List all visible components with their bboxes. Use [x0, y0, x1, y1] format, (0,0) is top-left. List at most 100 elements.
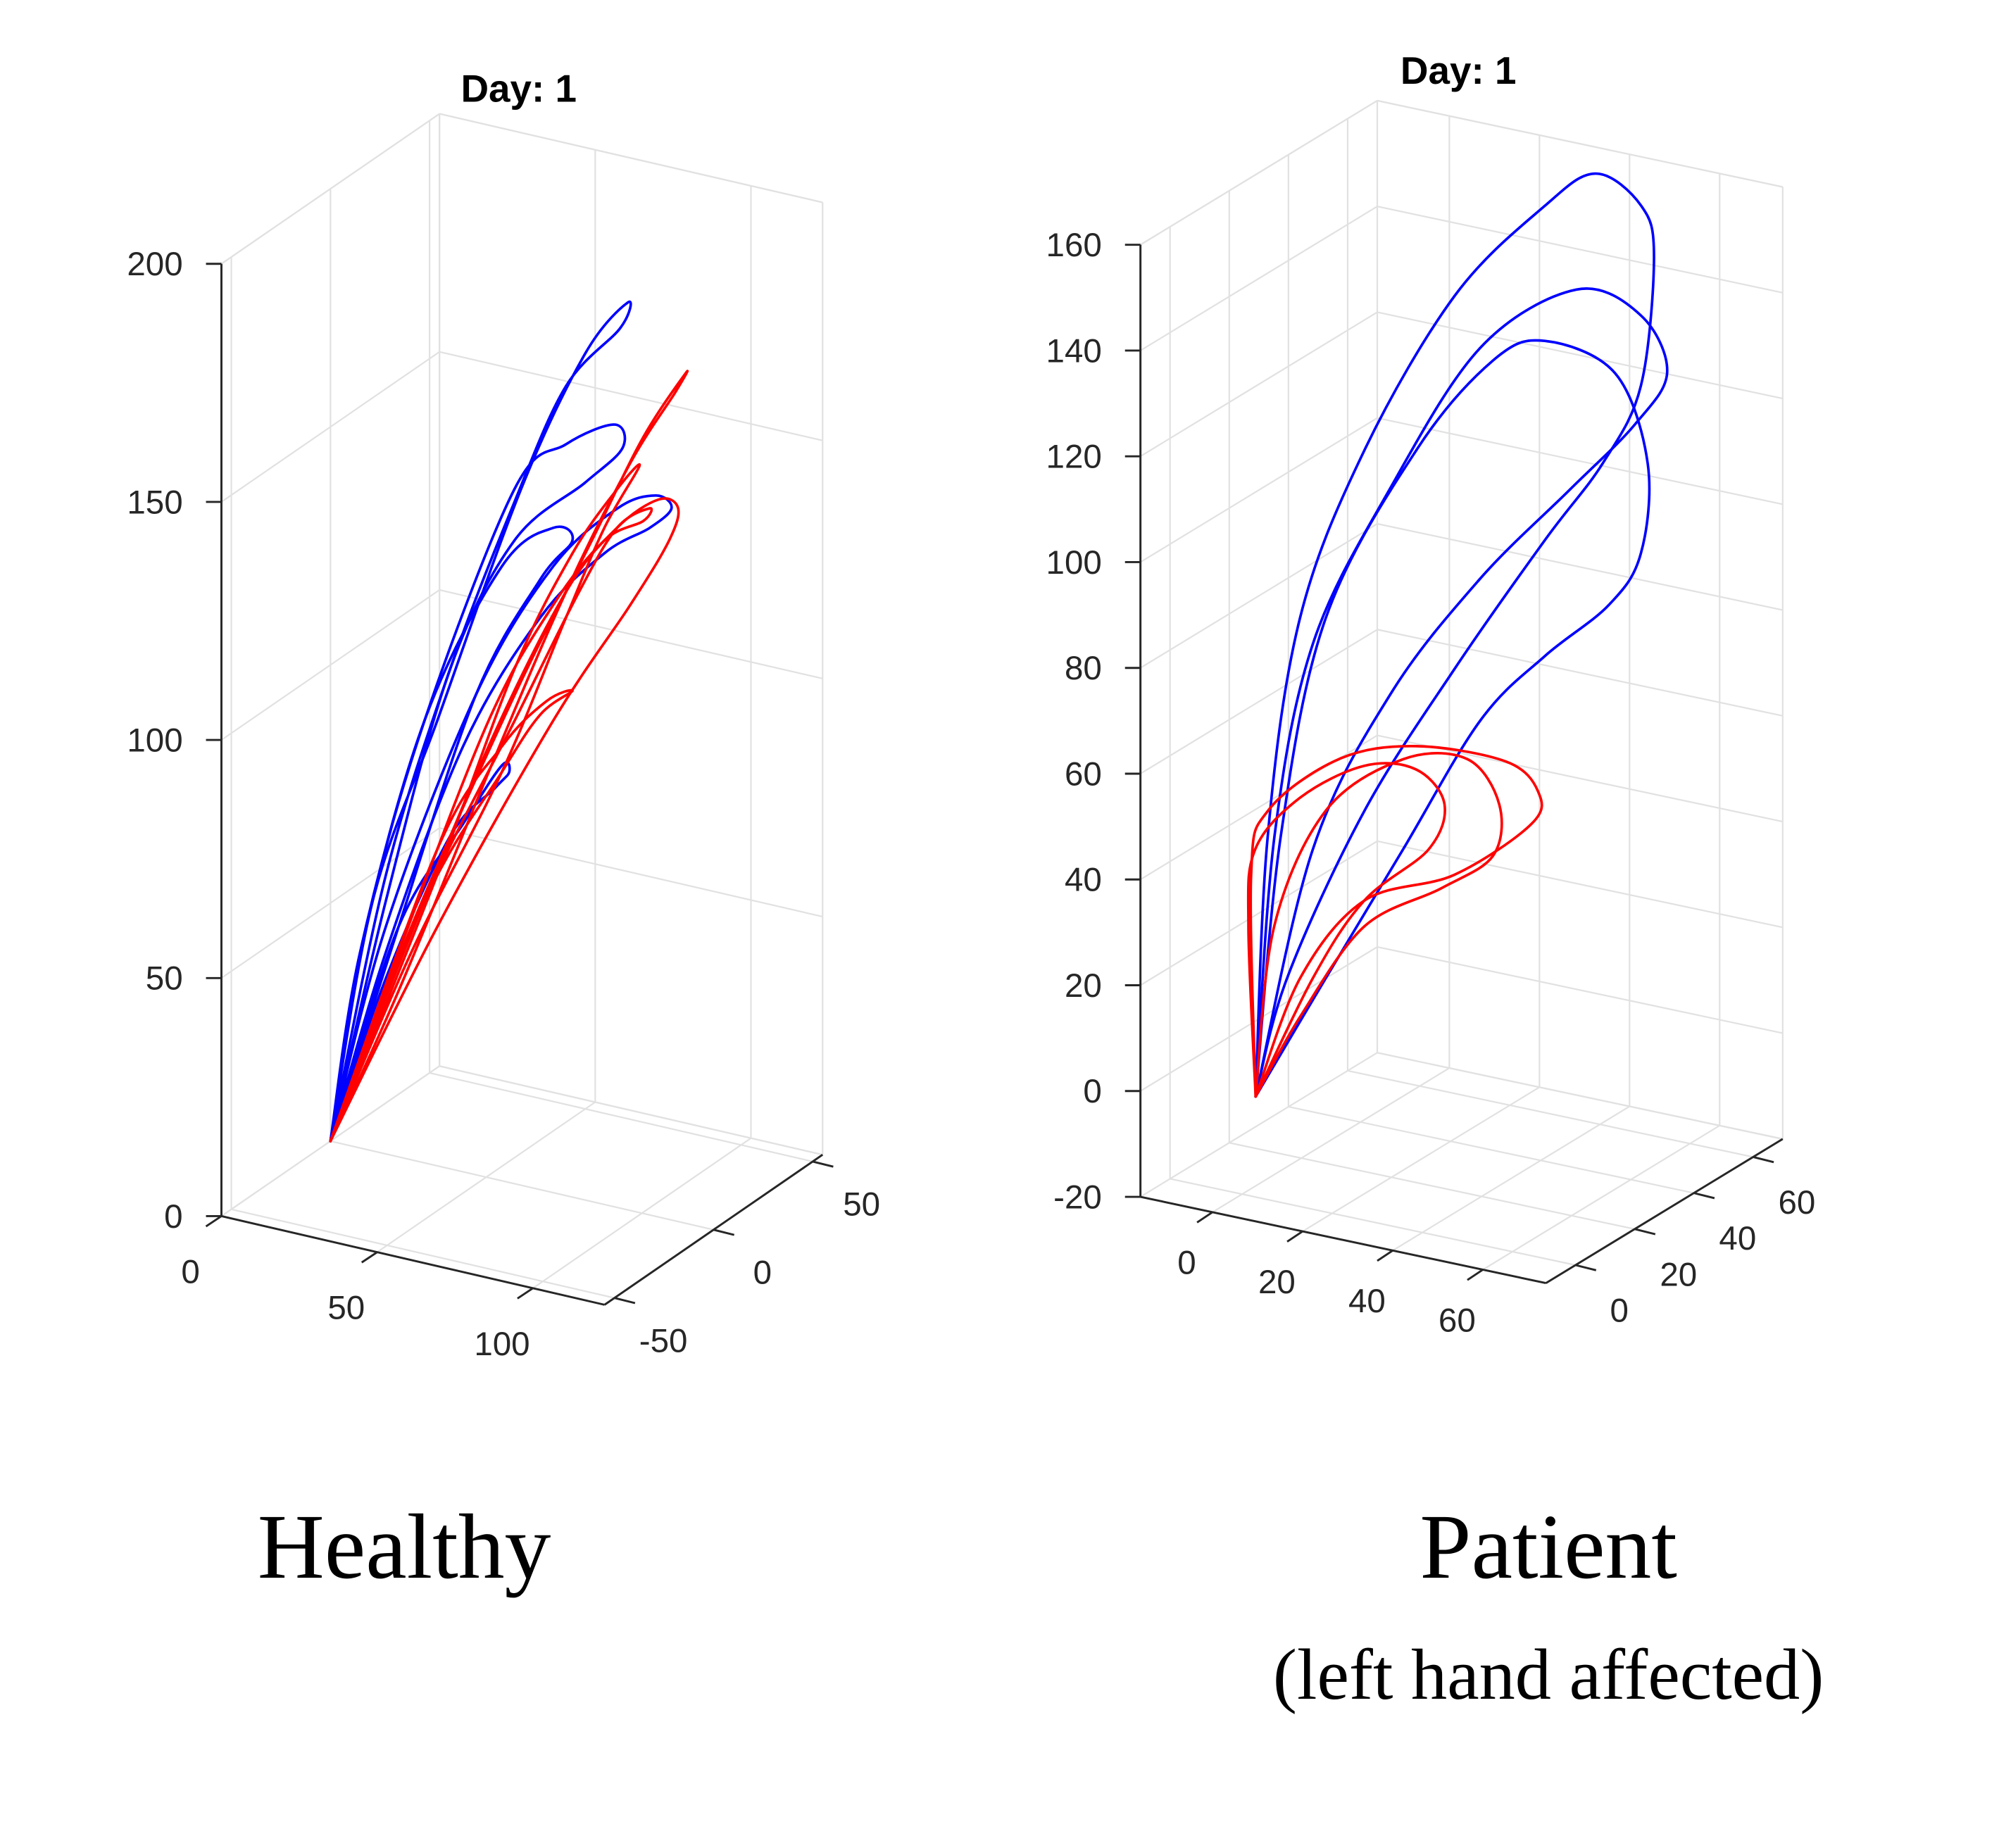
z-tick-label: 0	[1083, 1073, 1101, 1110]
y-tick-label: 0	[753, 1255, 772, 1292]
healthy-plot: Day: 1 0 50 100 150 200 0 50 100 -50 0 50	[127, 66, 880, 1362]
box-edge	[1377, 99, 1784, 188]
trajectory-1-3	[329, 463, 641, 1143]
z-gridline	[439, 589, 823, 679]
y-gridline	[330, 1140, 714, 1231]
z-tick-label: 200	[127, 246, 182, 283]
box-edge	[439, 113, 823, 203]
z-tick-label: 160	[1046, 227, 1102, 264]
z-tick-label: 100	[1046, 544, 1102, 582]
z-gridline	[1140, 311, 1378, 458]
trajectory-1-4	[329, 507, 653, 1143]
y-tick-label: 60	[1779, 1184, 1816, 1221]
y-gridline	[429, 1071, 813, 1162]
x-tick-label: 60	[1439, 1302, 1476, 1339]
z-gridline	[1140, 840, 1378, 986]
z-tick-label: 50	[146, 960, 183, 998]
y-gridline	[1170, 1178, 1576, 1266]
x-tick-label: 50	[327, 1290, 365, 1327]
trajectory-0-1	[1254, 287, 1669, 1098]
x-tick	[1377, 1250, 1393, 1262]
z-tick-label: 150	[127, 484, 182, 521]
trajectory-0-2	[1254, 339, 1651, 1098]
z-tick-label: 40	[1065, 862, 1102, 899]
x-tick	[1286, 1230, 1303, 1243]
y-tick	[1575, 1264, 1597, 1271]
caption-patient-subtitle: (left hand affected)	[1273, 1635, 1824, 1715]
z-gridline	[439, 827, 823, 918]
x-gridline	[1302, 1086, 1540, 1232]
z-tick-label: 140	[1046, 332, 1102, 370]
y-axis	[1545, 1138, 1784, 1284]
y-gridline	[1288, 1106, 1694, 1194]
x-tick-label: 100	[474, 1326, 529, 1363]
grid	[1140, 99, 1784, 1284]
y-tick	[1693, 1192, 1715, 1200]
x-tick	[361, 1251, 378, 1264]
box-edge	[439, 1065, 823, 1156]
red-series	[329, 370, 689, 1143]
z-gridline	[1377, 840, 1784, 929]
y-tick	[713, 1228, 735, 1236]
z-tick-label: 20	[1065, 967, 1102, 1005]
z-gridline	[1377, 311, 1784, 400]
z-gridline	[1377, 629, 1784, 717]
y-gridline	[231, 1208, 615, 1299]
trajectory-1-0	[1246, 762, 1446, 1098]
y-tick	[614, 1297, 636, 1305]
blue-series	[329, 300, 673, 1143]
y-tick	[1753, 1156, 1774, 1164]
z-gridline	[1377, 206, 1784, 294]
z-gridline	[1377, 417, 1784, 505]
z-gridline	[1140, 523, 1378, 669]
x-tick-label: 0	[1177, 1245, 1196, 1282]
y-tick	[1634, 1228, 1656, 1236]
x-tick	[517, 1287, 534, 1300]
z-tick-label: 80	[1065, 650, 1102, 687]
trajectory-0-0	[329, 300, 632, 1143]
x-tick	[1467, 1269, 1484, 1281]
z-gridline	[1377, 945, 1784, 1034]
x-axis	[221, 1215, 605, 1306]
trajectory-0-2	[329, 494, 673, 1143]
trajectory-1-2	[1249, 745, 1543, 1098]
z-tick-label: -20	[1053, 1178, 1102, 1216]
z-tick-label: 120	[1046, 439, 1102, 476]
y-tick-label: 0	[1610, 1292, 1628, 1329]
healthy-plot-title: Day: 1	[460, 66, 577, 110]
y-gridline	[1347, 1069, 1754, 1158]
trajectory-1-1	[329, 497, 680, 1143]
x-gridline	[1392, 1105, 1630, 1252]
trajectory-1-2	[329, 689, 574, 1143]
z-tick-label: 60	[1065, 755, 1102, 793]
y-tick	[812, 1160, 834, 1168]
y-gridline	[1229, 1142, 1635, 1230]
y-tick-label: 50	[843, 1186, 880, 1224]
box-edge	[1140, 100, 1378, 246]
y-tick-label: 40	[1719, 1220, 1756, 1257]
x-tick	[205, 1215, 223, 1228]
trajectory-0-0	[1254, 172, 1655, 1098]
z-tick-label: 100	[127, 722, 182, 760]
x-gridline	[1482, 1124, 1720, 1271]
caption-healthy: Healthy	[258, 1496, 551, 1598]
grid	[220, 113, 824, 1306]
z-gridline	[1377, 734, 1784, 823]
red-series	[1246, 745, 1543, 1098]
x-tick-label: 40	[1348, 1283, 1386, 1320]
z-gridline	[1140, 1052, 1378, 1198]
trajectory-0-4	[329, 525, 575, 1143]
x-tick-label: 0	[181, 1254, 199, 1291]
x-tick-label: 20	[1258, 1264, 1296, 1301]
z-gridline	[1377, 522, 1784, 611]
caption-patient: Patient	[1420, 1496, 1677, 1598]
x-axis	[1140, 1195, 1546, 1285]
trajectory-1-1	[1254, 752, 1503, 1098]
z-tick-label: 0	[164, 1198, 182, 1236]
patient-plot-title: Day: 1	[1400, 49, 1517, 92]
z-gridline	[1140, 206, 1378, 351]
x-tick	[1196, 1211, 1213, 1224]
z-gridline	[1140, 417, 1378, 563]
